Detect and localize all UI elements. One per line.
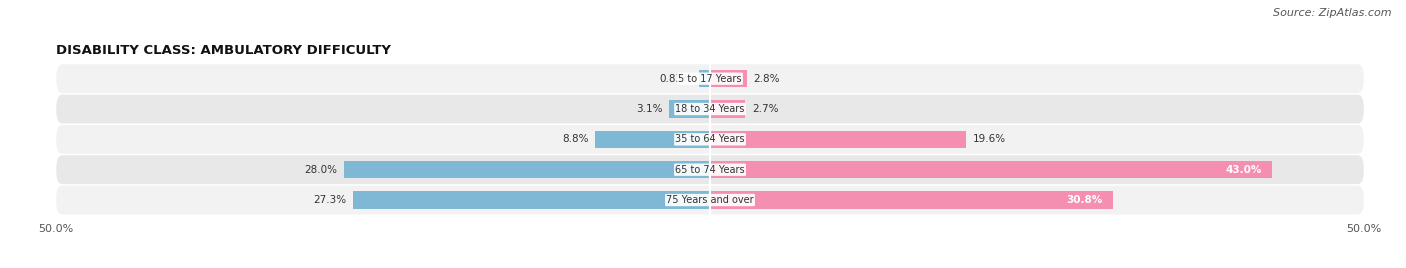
- Bar: [344, 161, 710, 178]
- Bar: [710, 161, 1272, 178]
- Text: 28.0%: 28.0%: [304, 165, 337, 175]
- FancyBboxPatch shape: [56, 155, 1364, 184]
- Bar: [710, 70, 747, 87]
- Text: 43.0%: 43.0%: [1226, 165, 1261, 175]
- Text: 75 Years and over: 75 Years and over: [666, 195, 754, 205]
- Text: 0.83%: 0.83%: [659, 74, 693, 84]
- FancyBboxPatch shape: [56, 95, 1364, 124]
- FancyBboxPatch shape: [56, 64, 1364, 93]
- Text: 27.3%: 27.3%: [314, 195, 346, 205]
- Text: 3.1%: 3.1%: [637, 104, 664, 114]
- Bar: [595, 131, 710, 148]
- Text: 8.8%: 8.8%: [562, 134, 589, 144]
- Bar: [669, 100, 710, 118]
- Text: 19.6%: 19.6%: [973, 134, 1005, 144]
- Bar: [699, 70, 710, 87]
- Text: 5 to 17 Years: 5 to 17 Years: [678, 74, 742, 84]
- Bar: [710, 131, 966, 148]
- Bar: [353, 191, 710, 209]
- Text: 2.8%: 2.8%: [754, 74, 780, 84]
- Text: 2.7%: 2.7%: [752, 104, 779, 114]
- Text: DISABILITY CLASS: AMBULATORY DIFFICULTY: DISABILITY CLASS: AMBULATORY DIFFICULTY: [56, 44, 391, 57]
- FancyBboxPatch shape: [56, 125, 1364, 154]
- Text: 18 to 34 Years: 18 to 34 Years: [675, 104, 745, 114]
- Text: 35 to 64 Years: 35 to 64 Years: [675, 134, 745, 144]
- Text: 65 to 74 Years: 65 to 74 Years: [675, 165, 745, 175]
- FancyBboxPatch shape: [56, 186, 1364, 214]
- Bar: [710, 100, 745, 118]
- Bar: [710, 191, 1112, 209]
- Text: 30.8%: 30.8%: [1066, 195, 1102, 205]
- Text: Source: ZipAtlas.com: Source: ZipAtlas.com: [1274, 8, 1392, 18]
